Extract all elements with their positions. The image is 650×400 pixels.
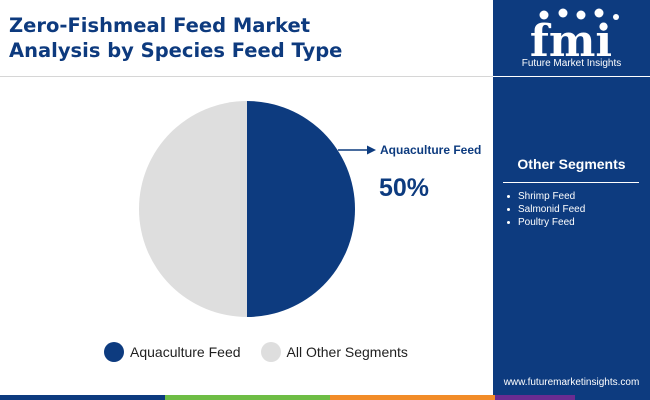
bullet-icon	[507, 221, 510, 224]
logo-shield-icon	[558, 8, 568, 18]
legend-label: Aquaculture Feed	[130, 344, 241, 360]
bullet-icon	[507, 208, 510, 211]
bottom-bar-segment	[330, 395, 495, 400]
logo-dot-icon	[613, 14, 619, 20]
segments-title: Other Segments	[517, 156, 626, 172]
segment-label: Poultry Feed	[518, 217, 575, 228]
sidebar: fmi Future Market Insights Other Segment…	[493, 0, 650, 395]
segment-item: Salmonid Feed	[507, 203, 585, 216]
segment-item: Shrimp Feed	[507, 190, 585, 203]
bottom-color-bar	[0, 395, 650, 400]
segments-list: Shrimp Feed Salmonid Feed Poultry Feed	[507, 190, 585, 229]
bullet-icon	[507, 195, 510, 198]
pie-chart: Aquaculture Feed 50%	[139, 101, 481, 317]
logo-leaf-icon	[576, 10, 586, 20]
chart-title-line-1: Zero-Fishmeal Feed Market	[9, 14, 311, 37]
legend-swatch	[260, 342, 281, 362]
bottom-bar-segment	[495, 395, 575, 400]
logo-icons	[539, 8, 619, 20]
callout: Aquaculture Feed 50%	[338, 143, 481, 202]
legend-label: All Other Segments	[286, 344, 408, 360]
segment-label: Shrimp Feed	[518, 191, 576, 202]
callout-label: Aquaculture Feed	[380, 143, 481, 157]
segment-item: Poultry Feed	[507, 216, 585, 229]
callout-value: 50%	[379, 174, 429, 202]
logo-wordmark: fmi	[530, 16, 612, 67]
logo-divider	[493, 76, 650, 77]
bottom-bar-segment	[0, 395, 165, 400]
segment-label: Salmonid Feed	[518, 204, 586, 215]
bottom-bar-segment	[165, 395, 330, 400]
logo-person-icon	[594, 8, 604, 18]
fmi-logo: fmi	[530, 8, 619, 67]
title-divider	[0, 76, 493, 77]
chart-legend: Aquaculture Feed All Other Segments	[104, 342, 428, 362]
chart-title-line-2: Analysis by Species Feed Type	[9, 39, 343, 62]
callout-arrow-icon	[367, 145, 376, 155]
pie-slice-aquaculture-feed	[247, 101, 355, 317]
chart-panel: Zero-Fishmeal Feed Market Analysis by Sp…	[0, 13, 493, 362]
bottom-bar-segment	[575, 395, 650, 400]
chart-title: Zero-Fishmeal Feed Market Analysis by Sp…	[9, 13, 479, 63]
legend-swatch	[104, 342, 124, 362]
logo-fish-icon	[539, 10, 549, 20]
segments-divider	[503, 182, 639, 183]
website-link[interactable]: www.futuremarketinsights.com	[503, 377, 640, 388]
legend-item-other: All Other Segments	[260, 342, 408, 362]
legend-item-aquaculture: Aquaculture Feed	[104, 342, 241, 362]
pie-slices	[139, 101, 355, 317]
logo-caption: Future Market Insights	[521, 58, 622, 69]
pie-slice-all-other-segments	[139, 101, 247, 317]
